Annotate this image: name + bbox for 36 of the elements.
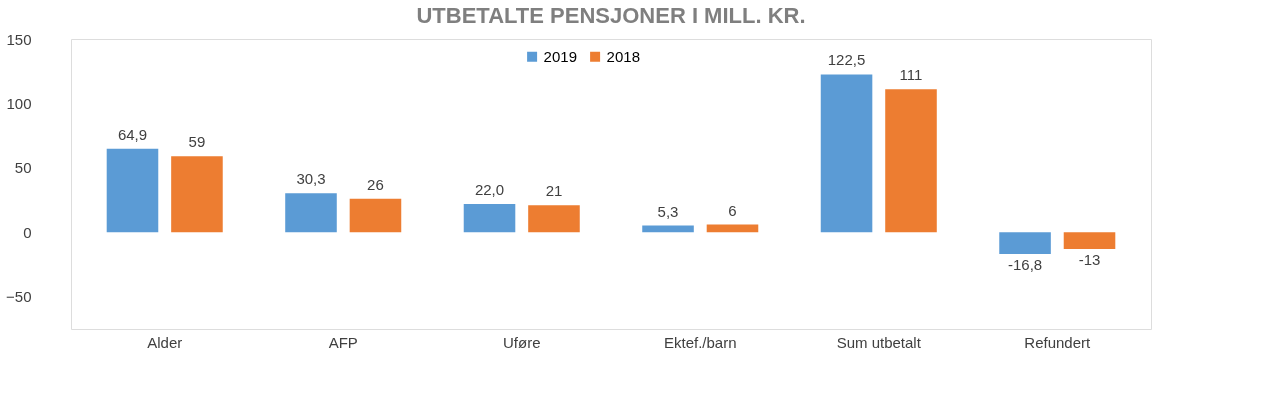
legend-label: 2019 [543,47,577,65]
legend-label: 2018 [606,47,640,65]
y-tick-label: −50 [6,288,32,306]
y-tick-label: 0 [23,223,32,241]
bar [106,148,159,233]
bar [171,156,223,233]
y-tick-label: 50 [14,159,32,177]
data-label: 111 [899,66,923,84]
data-label: -13 [1078,251,1101,269]
data-label: 26 [367,175,384,193]
bar [999,232,1051,254]
data-label: 30,3 [296,170,326,188]
data-label: 122,5 [827,51,866,69]
bar [885,89,937,233]
bar [285,193,337,233]
data-label: 22,0 [474,180,505,198]
x-tick-label: Refundert [1024,333,1092,351]
data-label: 59 [188,133,206,151]
x-tick-label: Alder [147,333,183,351]
x-tick-label: Uføre [502,333,541,351]
data-label: 6 [728,201,737,219]
bar [528,205,580,233]
data-label: 64,9 [117,125,148,143]
x-tick-label: Ektef./barn [663,333,737,351]
data-label: 21 [545,182,563,200]
bar [820,74,873,233]
bar [1063,232,1116,250]
chart-title: UTBETALTE PENSJONER I MILL. KR. [416,3,806,28]
x-tick-label: AFP [328,333,358,351]
data-label: -16,8 [1007,255,1043,273]
y-tick-label: 150 [6,30,32,48]
data-label: 5,3 [657,202,679,220]
bar [349,198,402,233]
y-tick-label: 100 [6,94,32,112]
x-tick-label: Sum utbetalt [836,333,922,351]
bar [463,203,516,233]
